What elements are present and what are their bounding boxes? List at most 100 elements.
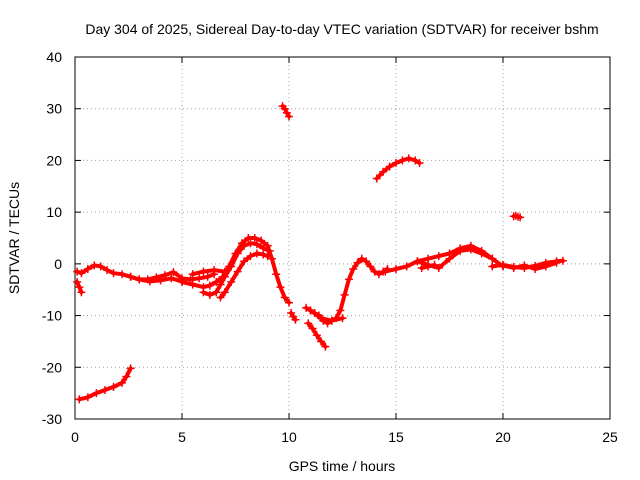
- data-point: [96, 262, 105, 271]
- series-arc-e: [178, 234, 293, 307]
- data-point: [338, 314, 347, 323]
- x-axis-label: GPS time / hours: [289, 458, 396, 474]
- data-point: [118, 270, 127, 279]
- data-point: [336, 306, 345, 315]
- data-point: [398, 156, 407, 165]
- data-point: [411, 156, 420, 165]
- data-point: [353, 258, 362, 267]
- data-point: [499, 261, 507, 270]
- data-point: [302, 303, 311, 312]
- y-tick-label: 20: [46, 152, 62, 168]
- data-point: [466, 245, 475, 254]
- data-point: [477, 249, 486, 258]
- y-tick-label: 40: [46, 49, 62, 65]
- data-point: [212, 277, 221, 286]
- x-tick-label: 0: [71, 429, 79, 445]
- data-point: [402, 262, 411, 271]
- data-point: [83, 265, 92, 274]
- data-point: [252, 249, 261, 258]
- data-point: [135, 275, 144, 284]
- series-trace: [383, 243, 505, 274]
- y-tick-label: -20: [42, 359, 62, 375]
- data-point: [75, 283, 84, 292]
- data-point: [304, 319, 313, 328]
- data-point: [212, 288, 221, 297]
- y-axis-label: SDTVAR / TECUs: [6, 182, 22, 294]
- data-point: [434, 252, 443, 261]
- data-point: [404, 154, 413, 163]
- data-point: [357, 254, 366, 263]
- series-arc-n: [372, 154, 424, 183]
- data-point: [541, 262, 550, 271]
- series-arc-l: [304, 319, 330, 351]
- series-trace: [190, 268, 227, 277]
- series-arc-f: [199, 239, 274, 299]
- data-series: [73, 102, 567, 404]
- series-arc-t: [499, 258, 561, 274]
- data-point: [220, 288, 229, 297]
- data-point: [344, 275, 353, 284]
- data-point: [531, 265, 540, 274]
- series-arc-i: [278, 102, 293, 121]
- series-arc-q: [417, 260, 439, 272]
- y-tick-label: 30: [46, 101, 62, 117]
- data-point: [259, 250, 268, 259]
- data-point: [199, 288, 208, 297]
- data-point: [265, 246, 274, 255]
- data-point: [372, 174, 381, 183]
- data-point: [246, 239, 255, 248]
- data-point: [77, 288, 86, 297]
- data-point: [156, 276, 165, 285]
- data-point: [552, 258, 561, 267]
- data-point: [285, 112, 293, 121]
- data-point: [227, 262, 236, 271]
- data-point: [285, 298, 293, 307]
- data-point: [167, 274, 176, 283]
- data-point: [276, 283, 285, 292]
- data-point: [385, 162, 394, 171]
- grid: [75, 57, 610, 419]
- data-point: [188, 280, 197, 289]
- x-tick-label: 10: [281, 429, 297, 445]
- data-point: [90, 261, 99, 270]
- data-point: [362, 257, 371, 266]
- data-point: [122, 372, 131, 381]
- data-point: [178, 277, 186, 286]
- data-point: [227, 277, 236, 286]
- data-point: [220, 267, 229, 276]
- data-point: [92, 389, 101, 398]
- data-point: [312, 331, 321, 340]
- data-point: [430, 260, 439, 269]
- data-point: [233, 249, 242, 258]
- data-point: [317, 337, 326, 346]
- data-point: [126, 364, 135, 373]
- chart-title: Day 304 of 2025, Sidereal Day-to-day VTE…: [85, 21, 598, 37]
- x-tick-label: 15: [388, 429, 404, 445]
- data-point: [267, 254, 276, 263]
- y-tick-label: -10: [42, 308, 62, 324]
- data-point: [233, 267, 242, 276]
- series-arc-r: [509, 211, 525, 222]
- data-point: [509, 263, 518, 272]
- data-point: [374, 270, 383, 279]
- data-point: [109, 382, 118, 391]
- data-point: [100, 386, 109, 395]
- data-point: [558, 256, 567, 265]
- data-point: [424, 262, 433, 271]
- data-point: [321, 342, 330, 351]
- series-arc-j: [287, 308, 300, 324]
- data-point: [434, 263, 443, 272]
- data-point: [413, 257, 422, 266]
- data-point: [169, 268, 178, 277]
- data-point: [145, 277, 154, 286]
- data-point: [73, 267, 82, 276]
- data-point: [280, 104, 289, 113]
- data-point: [103, 266, 112, 275]
- data-point: [392, 265, 400, 274]
- data-point: [317, 314, 326, 323]
- data-point: [83, 393, 92, 402]
- axis-ticks: 0 5 10 15 20 25 -30 -20 -10 0 10 20 30 40: [42, 49, 618, 445]
- data-point: [520, 261, 529, 270]
- data-point: [216, 280, 225, 289]
